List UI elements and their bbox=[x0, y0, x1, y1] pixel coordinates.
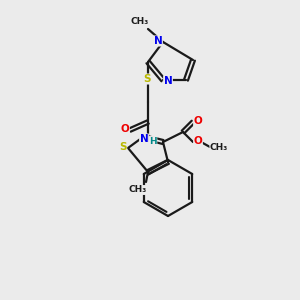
Text: N: N bbox=[164, 76, 172, 86]
Text: CH₃: CH₃ bbox=[131, 17, 149, 26]
Text: S: S bbox=[119, 142, 127, 152]
Text: S: S bbox=[143, 74, 151, 84]
Text: O: O bbox=[194, 136, 202, 146]
Text: CH₃: CH₃ bbox=[210, 142, 228, 152]
Text: CH₃: CH₃ bbox=[129, 185, 147, 194]
Text: O: O bbox=[194, 116, 202, 126]
Text: H: H bbox=[149, 136, 157, 146]
Text: O: O bbox=[121, 124, 129, 134]
Text: N: N bbox=[140, 134, 148, 144]
Text: N: N bbox=[154, 36, 162, 46]
